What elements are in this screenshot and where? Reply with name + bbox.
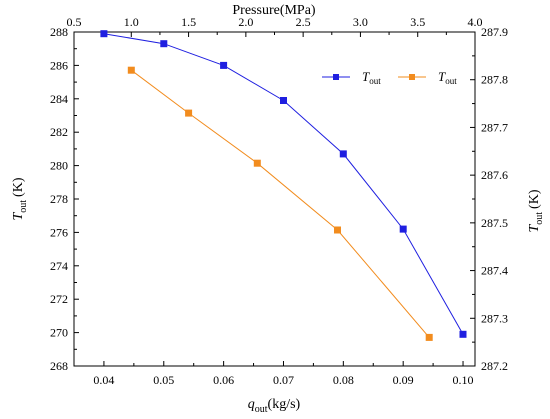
y-axis-title-symbol: T [11, 212, 26, 221]
y-tick-label: 278 [50, 192, 68, 206]
x2-tick-label: 1.0 [124, 15, 139, 29]
x-axis-title: qout(kg/s) [248, 397, 301, 415]
y-tick-label: 268 [50, 359, 68, 373]
legend: Tout Tout [322, 69, 457, 86]
y-tick-label: 286 [50, 58, 68, 72]
y-tick-label: 282 [50, 125, 68, 139]
x2-tick-label: 3.5 [410, 15, 425, 29]
x-tick-label: 0.09 [393, 373, 414, 387]
y-axis-title-unit: (K) [11, 177, 26, 197]
y2-tick-label: 287.2 [481, 359, 508, 373]
series-line-1 [131, 69, 430, 338]
x-tick-label: 0.08 [333, 373, 354, 387]
y2-axis-title-sub: out [534, 212, 545, 225]
x2-tick-label: 0.5 [67, 15, 82, 29]
y2-axis-title-symbol: T [527, 224, 542, 233]
y2-tick-label: 287.6 [481, 168, 508, 182]
x-axis-title-sub: out [255, 404, 268, 415]
y2-axis-title: Tout (K) [527, 189, 545, 232]
x-tick-label: 0.07 [273, 373, 294, 387]
series-0-point [280, 97, 287, 104]
x2-tick-label: 2.5 [296, 15, 311, 29]
x2-axis-title: Pressure(MPa) [232, 3, 316, 18]
x-tick-label: 0.05 [153, 373, 174, 387]
y2-tick-label: 287.9 [481, 25, 508, 39]
legend-marker-blue [333, 74, 339, 80]
y-tick-label: 288 [50, 25, 68, 39]
y-axis-left: 268 270 272 274 276 278 280 282 284 286 288 [50, 25, 79, 373]
y-tick-label: 270 [50, 326, 68, 340]
x2-tick-label: 4.0 [468, 15, 483, 29]
y2-tick-label: 287.7 [481, 120, 508, 134]
legend-label-orange: Tout [438, 69, 457, 86]
x-axis-top: 0.5 1.0 1.5 2.0 2.5 3.0 3.5 4.0 [67, 15, 483, 37]
x-axis-title-symbol: q [248, 397, 255, 412]
plot-frame [73, 31, 476, 367]
x-axis-bottom: 0.04 0.05 0.06 0.07 0.08 0.09 0.10 [93, 361, 474, 387]
series-layer [100, 30, 467, 341]
x-tick-label: 0.06 [213, 373, 234, 387]
y2-tick-label: 287.4 [481, 264, 508, 278]
y2-tick-label: 287.8 [481, 73, 508, 87]
series-0-point [339, 150, 347, 158]
x2-tick-label: 2.0 [238, 15, 253, 29]
y-tick-label: 272 [50, 292, 68, 306]
y-tick-label: 280 [50, 159, 68, 173]
legend-label-blue: Tout [362, 69, 381, 86]
series-1-point [253, 159, 261, 167]
x-tick-label: 0.10 [453, 373, 474, 387]
y2-axis-title-unit: (K) [527, 189, 542, 209]
series-0-point [459, 330, 467, 338]
series-0-point [100, 30, 108, 38]
series-0-point [220, 61, 228, 69]
y-tick-label: 284 [50, 92, 68, 106]
x2-tick-label: 3.0 [353, 15, 368, 29]
series-1-point [425, 333, 433, 341]
series-0-point [160, 40, 168, 48]
y2-tick-label: 287.5 [481, 216, 508, 230]
y-tick-label: 274 [50, 259, 68, 273]
series-1-point [127, 66, 135, 74]
series-1-point [334, 226, 341, 234]
series-1-point [185, 109, 193, 117]
y2-tick-label: 287.3 [481, 311, 508, 325]
series-0-point [399, 225, 407, 233]
y-tick-label: 276 [50, 225, 68, 239]
y-axis-title: Tout (K) [11, 177, 29, 220]
legend-marker-orange [409, 74, 415, 80]
x-tick-label: 0.04 [93, 373, 114, 387]
x2-tick-label: 1.5 [181, 15, 196, 29]
y-axis-title-sub: out [18, 200, 29, 213]
x-axis-title-unit: (kg/s) [268, 397, 301, 412]
y-axis-right: 287.2 287.3 287.4 287.5 287.6 287.7 287.8 287.9 [470, 25, 508, 373]
